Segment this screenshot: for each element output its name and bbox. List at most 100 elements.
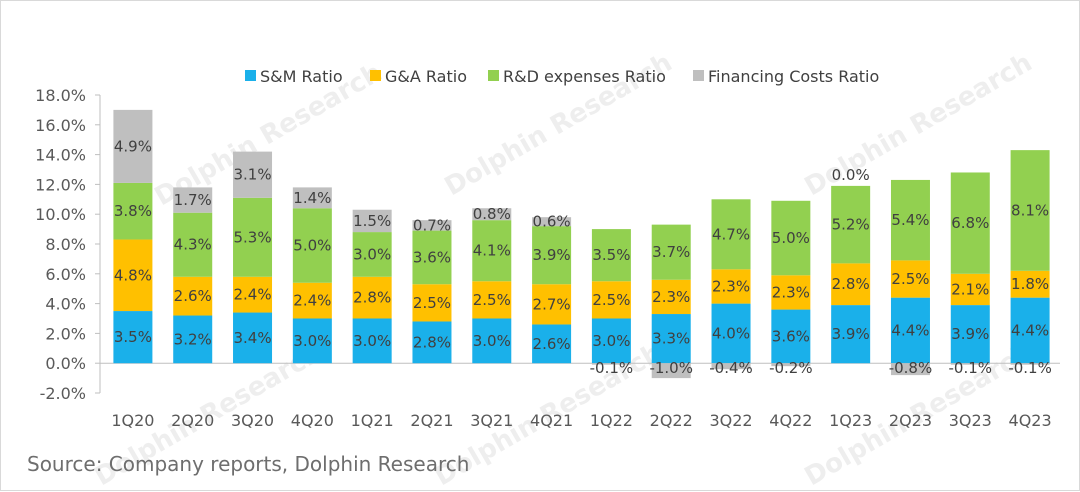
data-label-rd: 3.0% (353, 245, 391, 263)
bar-segment-sm (1010, 297, 1050, 364)
bar-segment-sm (472, 318, 512, 364)
data-label-rd: 5.0% (772, 229, 810, 247)
bar-segment-sm (412, 321, 452, 364)
data-label-sm: 3.0% (293, 332, 331, 350)
data-label-fin: -1.0% (649, 359, 693, 377)
data-label-ga: 2.8% (832, 275, 870, 293)
bar-segment-fin (292, 187, 332, 209)
data-label-ga: 2.3% (712, 277, 750, 295)
bar-segment-ga (950, 273, 990, 306)
bar-segment-sm (532, 324, 572, 364)
y-tick-label: 12.0% (35, 175, 86, 194)
bar-segment-sm (292, 318, 332, 364)
bar-segment-fin (113, 109, 153, 183)
bar-segment-rd (591, 229, 631, 282)
bar-segment-rd (1010, 150, 1050, 271)
data-label-sm: 3.5% (114, 328, 152, 346)
data-label-rd: 5.4% (891, 211, 929, 229)
y-tick-label: 4.0% (45, 295, 86, 314)
x-tick-label: 2Q20 (171, 411, 214, 430)
data-label-fin: -0.4% (709, 359, 753, 377)
data-label-ga: 2.3% (772, 283, 810, 301)
data-label-rd: 3.7% (652, 243, 690, 261)
bar-segment-ga (113, 239, 153, 312)
y-tick-label: 6.0% (45, 265, 86, 284)
bar-segment-rd (711, 199, 751, 270)
x-tick-label: 3Q22 (709, 411, 752, 430)
legend-label-rd: R&D expenses Ratio (503, 67, 666, 86)
bar-segment-rd (950, 172, 990, 274)
data-label-rd: 5.2% (832, 216, 870, 234)
data-label-ga: 2.6% (174, 287, 212, 305)
x-tick-label: 4Q20 (291, 411, 334, 430)
data-label-fin: -0.2% (769, 359, 813, 377)
bar-segment-fin (711, 363, 751, 370)
bar-segment-sm (113, 311, 153, 364)
bar-segment-ga (233, 276, 273, 313)
data-label-ga: 2.3% (652, 288, 690, 306)
bar-segment-sm (890, 297, 930, 364)
bar-segment-ga (890, 260, 930, 298)
data-label-ga: 1.8% (1011, 275, 1049, 293)
data-label-sm: 3.6% (772, 327, 810, 345)
data-label-ga: 2.4% (293, 292, 331, 310)
data-label-ga: 2.7% (533, 295, 571, 313)
bar-segment-ga (292, 282, 332, 319)
bar-segment-ga (831, 263, 871, 306)
bar-segment-fin (233, 151, 273, 198)
bar-segment-sm (950, 305, 990, 364)
bar-segment-rd (831, 185, 871, 264)
bar-segment-sm (771, 309, 811, 364)
y-tick-label: 2.0% (45, 324, 86, 343)
data-label-ga: 4.8% (114, 266, 152, 284)
data-label-sm: 4.4% (891, 321, 929, 339)
data-label-ga: 2.5% (592, 291, 630, 309)
x-tick-label: 4Q21 (530, 411, 573, 430)
bar-segment-sm (233, 312, 273, 364)
data-label-sm: 2.6% (533, 335, 571, 353)
data-label-ga: 2.5% (473, 291, 511, 309)
data-label-sm: 2.8% (413, 333, 451, 351)
data-label-ga: 2.4% (233, 286, 271, 304)
bar-segment-rd (890, 179, 930, 261)
data-label-rd: 8.1% (1011, 201, 1049, 219)
y-tick-label: 0.0% (45, 354, 86, 373)
y-tick-label: 14.0% (35, 146, 86, 165)
bar-segment-ga (1010, 270, 1050, 298)
data-label-sm: 3.0% (592, 332, 630, 350)
data-label-sm: 3.2% (174, 330, 212, 348)
data-label-fin: 0.7% (413, 216, 451, 234)
data-label-fin: 0.6% (533, 213, 571, 231)
bar-segment-rd (113, 182, 153, 240)
data-label-sm: 3.4% (233, 329, 271, 347)
source-note: Source: Company reports, Dolphin Researc… (27, 452, 470, 476)
bar-segment-sm (173, 315, 213, 364)
data-label-fin: 1.7% (174, 191, 212, 209)
bar-segment-ga (651, 279, 691, 315)
x-tick-label: 3Q23 (949, 411, 992, 430)
bar-segment-fin (1010, 363, 1050, 365)
legend-swatch-rd (488, 70, 499, 81)
legend-label-fin: Financing Costs Ratio (708, 67, 879, 86)
data-label-fin: 1.5% (353, 212, 391, 230)
x-tick-label: 1Q21 (351, 411, 394, 430)
data-label-sm: 3.9% (832, 325, 870, 343)
bar-segment-rd (472, 220, 512, 282)
data-label-fin: 0.0% (832, 166, 870, 184)
x-tick-label: 2Q23 (889, 411, 932, 430)
data-label-rd: 5.0% (293, 236, 331, 254)
bar-segment-rd (532, 226, 572, 285)
data-label-fin: 0.8% (473, 205, 511, 223)
data-label-fin: -0.1% (1008, 359, 1052, 377)
bar-segment-fin (472, 208, 512, 221)
bar-segment-sm (591, 318, 631, 364)
bar-segment-fin (651, 363, 691, 379)
x-tick-label: 1Q22 (590, 411, 633, 430)
bar-segment-fin (532, 217, 572, 227)
bar-segment-sm (352, 318, 392, 364)
data-label-rd: 6.8% (951, 214, 989, 232)
data-label-sm: 3.3% (652, 330, 690, 348)
data-label-rd: 3.6% (413, 248, 451, 266)
bar-segment-fin (771, 363, 811, 367)
bar-segment-rd (233, 197, 273, 277)
